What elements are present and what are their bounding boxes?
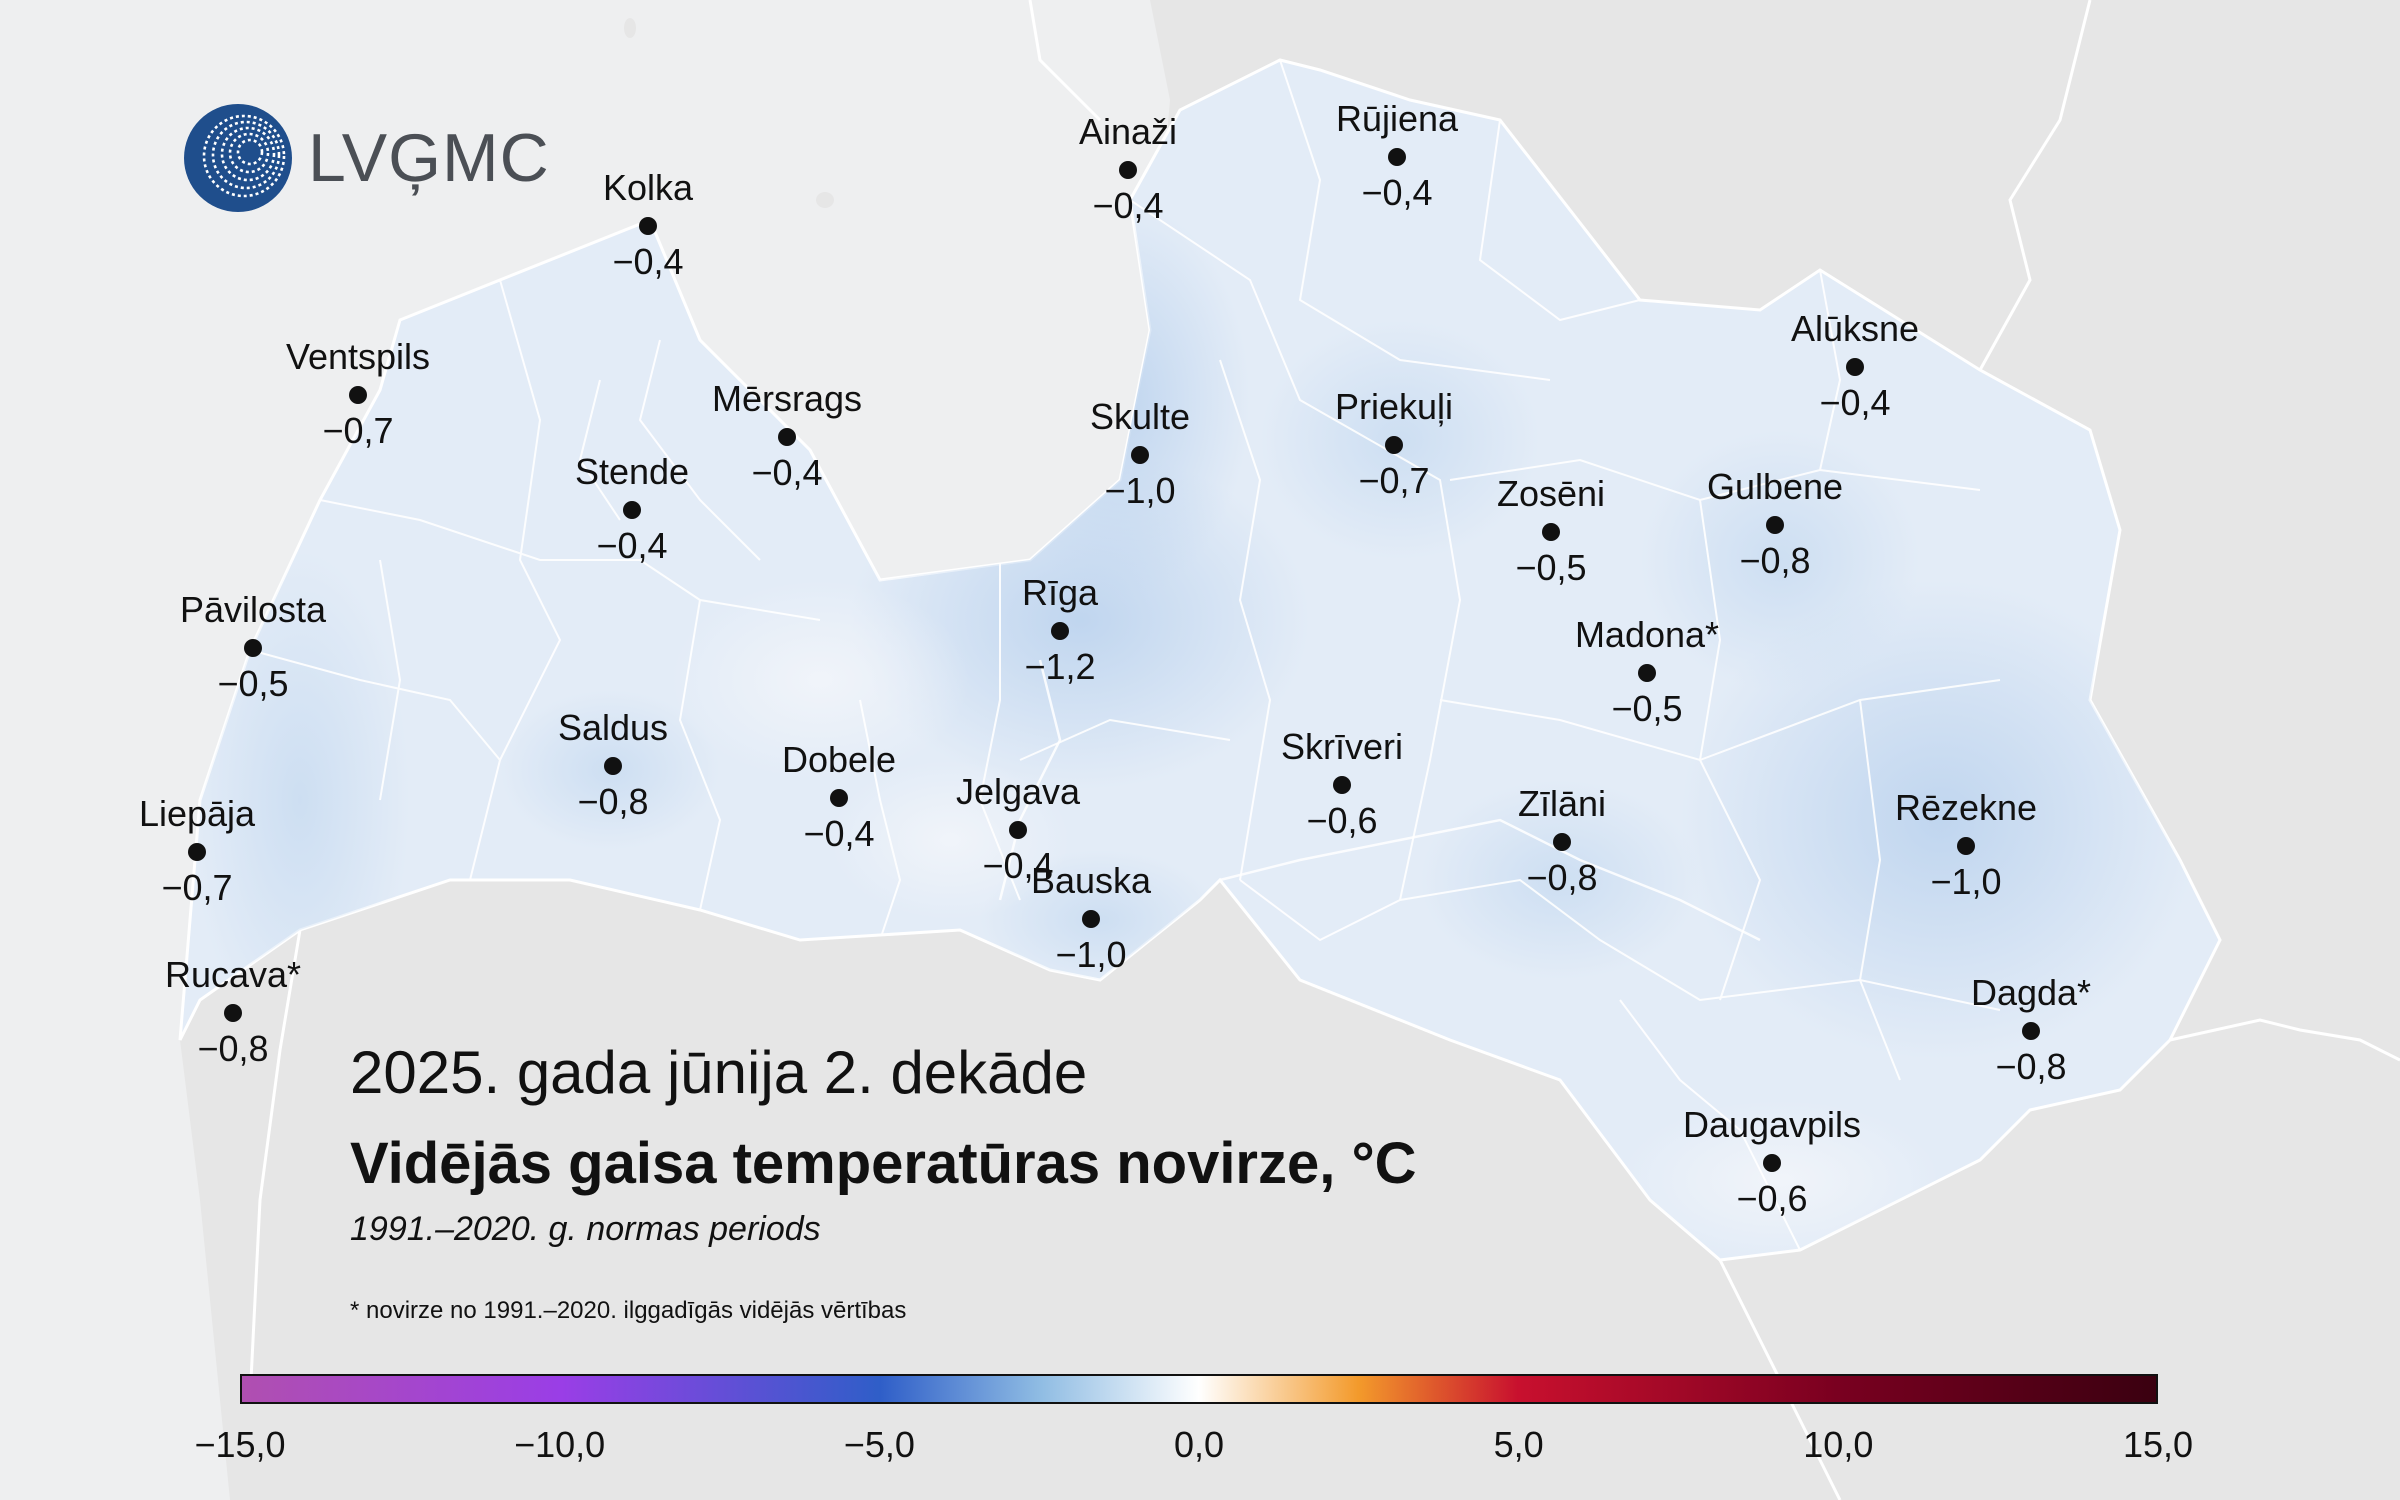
lvgmc-logo-icon [184, 104, 292, 212]
legend-tick-label: 0,0 [1173, 1424, 1225, 1465]
station-value: −0,4 [612, 241, 684, 282]
station-value: −0,8 [1526, 857, 1598, 898]
station-name: Dobele [781, 739, 897, 780]
station-value: −1,0 [1930, 861, 2002, 902]
station-value: −0,8 [197, 1028, 269, 1069]
station-value: −0,4 [1361, 172, 1433, 213]
legend-tick-label: −15,0 [194, 1424, 286, 1465]
station-marker [1009, 821, 1027, 839]
station-name: Stende [574, 451, 690, 492]
station-name: Mērsrags [711, 378, 863, 419]
station-marker [1763, 1154, 1781, 1172]
station-value: −0,4 [982, 845, 1054, 886]
station-value: −0,6 [1306, 800, 1378, 841]
legend-tick-label: −10,0 [514, 1424, 606, 1465]
station-name: Daugavpils [1682, 1104, 1862, 1145]
station-name: Rēzekne [1894, 787, 2038, 828]
station-name: Pāvilosta [179, 589, 327, 630]
station-value: −1,0 [1104, 470, 1176, 511]
station-value: −0,4 [803, 813, 875, 854]
station-name: Ainaži [1078, 111, 1178, 152]
station-name: Liepāja [138, 793, 256, 834]
station-value: −0,4 [1092, 185, 1164, 226]
station-marker [1553, 833, 1571, 851]
station-value: −0,7 [322, 410, 394, 451]
legend-tick-label: 10,0 [1803, 1424, 1874, 1465]
station-name: Priekuļi [1334, 386, 1454, 427]
island [816, 192, 834, 208]
station-marker [1542, 523, 1560, 541]
station-marker [1385, 436, 1403, 454]
station-value: −0,6 [1736, 1178, 1808, 1219]
station-name: Saldus [557, 707, 669, 748]
station-marker [1119, 161, 1137, 179]
station-value: −0,4 [1819, 382, 1891, 423]
station-value: −0,5 [1515, 547, 1587, 588]
footnote: * novirze no 1991.–2020. ilggadīgās vidē… [350, 1297, 907, 1324]
station-marker [1051, 622, 1069, 640]
legend-tick-label: 5,0 [1493, 1424, 1544, 1465]
station-value: −0,5 [217, 663, 289, 704]
station-value: −0,8 [1739, 540, 1811, 581]
station-name: Skulte [1089, 396, 1191, 437]
map-title-date: 2025. gada jūnija 2. dekāde [350, 1039, 1088, 1106]
station-value: −0,5 [1611, 688, 1683, 729]
station-marker [604, 757, 622, 775]
legend-colorbar [240, 1374, 2158, 1404]
map-title-main: Vidējās gaisa temperatūras novirze, °C [350, 1131, 1417, 1196]
station-name: Jelgava [955, 771, 1081, 812]
station-name: Dagda* [1970, 972, 2092, 1013]
station-name: Skrīveri [1280, 726, 1404, 767]
station-name: Ventspils [285, 336, 431, 377]
station-value: −0,8 [1995, 1046, 2067, 1087]
station-name: Gulbene [1706, 466, 1844, 507]
station-marker [224, 1004, 242, 1022]
station-value: −0,7 [1358, 460, 1430, 501]
station-marker [830, 789, 848, 807]
station-marker [1846, 358, 1864, 376]
station-marker [2022, 1022, 2040, 1040]
station-name: Madona* [1574, 614, 1720, 655]
station-marker [1957, 837, 1975, 855]
station-name: Bauska [1030, 860, 1152, 901]
station-marker [1388, 148, 1406, 166]
station-marker [1766, 516, 1784, 534]
municipal-boundaries [249, 60, 2001, 1251]
baltic-sea [0, 0, 1170, 1500]
station-name: Rūjiena [1335, 98, 1459, 139]
island [624, 18, 636, 38]
station-value: −0,4 [751, 452, 823, 493]
station-marker [188, 843, 206, 861]
station-marker [1082, 910, 1100, 928]
station-marker [778, 428, 796, 446]
neighbour-borders [248, 0, 2400, 1500]
station-value: −0,8 [577, 781, 649, 822]
station-marker [1333, 776, 1351, 794]
station-value: −1,2 [1024, 646, 1096, 687]
legend-tick-label: 15,0 [2122, 1424, 2194, 1465]
station-value: −0,4 [596, 525, 668, 566]
station-name: Zīlāni [1517, 783, 1607, 824]
station-name: Rīga [1021, 572, 1099, 613]
station-value: −0,7 [161, 867, 233, 908]
station-marker [1131, 446, 1149, 464]
curonian-spit [180, 1040, 250, 1500]
station-name: Kolka [602, 167, 694, 208]
rivers [998, 659, 1761, 942]
legend-tick-label: −5,0 [843, 1424, 915, 1465]
map-title-period: 1991.–2020. g. normas periods [350, 1210, 821, 1248]
station-marker [639, 217, 657, 235]
logo-text: LVĢMC [308, 120, 550, 196]
station-name: Rucava* [164, 954, 302, 995]
lvgmc-logo: LVĢMC [182, 98, 550, 218]
station-name: Zosēni [1496, 473, 1606, 514]
station-marker [349, 386, 367, 404]
station-marker [244, 639, 262, 657]
station-name: Alūksne [1790, 308, 1920, 349]
station-marker [623, 501, 641, 519]
station-value: −1,0 [1055, 934, 1127, 975]
station-marker [1638, 664, 1656, 682]
